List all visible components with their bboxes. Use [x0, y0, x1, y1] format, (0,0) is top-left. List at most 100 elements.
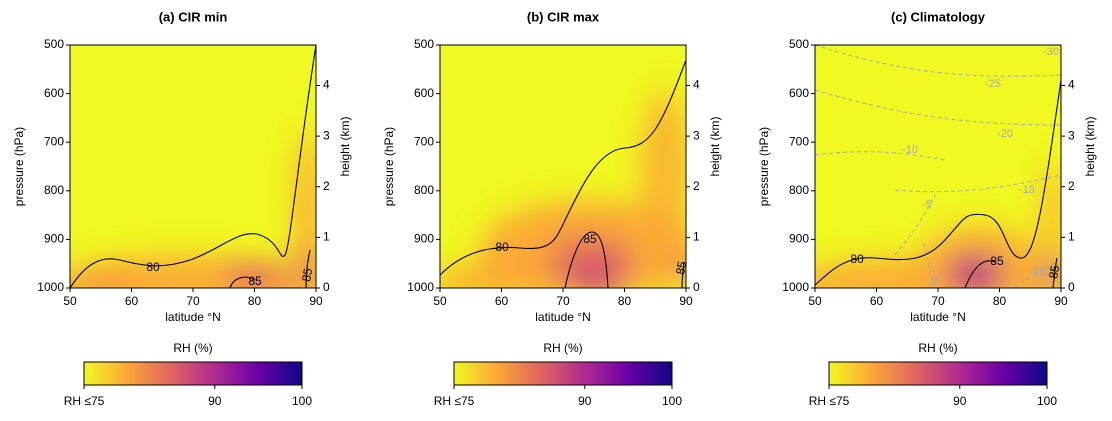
- rh-contour-label: 85: [248, 274, 262, 288]
- y2-axis-label: height (km): [338, 116, 352, 176]
- x-tick-label: 50: [433, 294, 447, 308]
- temperature-contour: [894, 174, 1061, 193]
- x-tick-label: 60: [870, 294, 884, 308]
- y2-tick-label: 4: [1068, 78, 1075, 92]
- temperature-contour-label: -5: [922, 199, 932, 211]
- y2-tick-label: 1: [323, 230, 330, 244]
- rh-contour-label: 80: [146, 260, 160, 274]
- temperature-contour-label: 0: [932, 274, 938, 286]
- y2-tick-label: 0: [1068, 280, 1075, 294]
- y2-tick-label: 4: [693, 78, 700, 92]
- y2-axis-label: height (km): [1083, 116, 1097, 176]
- rh-contour-label: 85: [990, 254, 1004, 268]
- temperature-contour-label: -30: [1043, 46, 1059, 58]
- colorbar-label: RH (%): [173, 341, 212, 355]
- rh-contour: [229, 276, 256, 288]
- temperature-contour: [815, 151, 946, 161]
- field-blob: [70, 271, 140, 288]
- y-axis-label: pressure (hPa): [12, 127, 26, 206]
- colorbar-tick-label: RH ≤75: [434, 394, 475, 408]
- y-tick-label: 800: [44, 183, 64, 197]
- colorbar-tick-label: 100: [292, 394, 312, 408]
- y-tick-label: 600: [414, 86, 434, 100]
- colorbar-tick-label: 90: [208, 394, 222, 408]
- y-axis-label: pressure (hPa): [382, 127, 396, 206]
- panel-title: (a) CIR min: [159, 9, 228, 24]
- y2-tick-label: 2: [323, 179, 330, 193]
- rh-contour-label: 80: [495, 240, 509, 254]
- y-tick-label: 700: [414, 134, 434, 148]
- y2-tick-label: 0: [693, 280, 700, 294]
- x-tick-label: 70: [556, 294, 570, 308]
- field-blob: [440, 262, 570, 288]
- colorbar: [828, 361, 1048, 386]
- field-blob: [225, 264, 285, 288]
- x-tick-label: 70: [931, 294, 945, 308]
- field-blob: [1041, 160, 1061, 288]
- rh-contour-label: 85: [1046, 264, 1062, 280]
- y-tick-label: 900: [789, 232, 809, 246]
- colorbar-label: RH (%): [918, 341, 957, 355]
- y2-tick-label: 1: [693, 230, 700, 244]
- y-tick-label: 900: [44, 232, 64, 246]
- x-axis-label: latitude °N: [165, 310, 221, 324]
- colorbar-tick-label: 100: [662, 394, 682, 408]
- field-background: [70, 45, 316, 288]
- panel-title: (b) CIR max: [527, 9, 600, 24]
- field-blob: [1045, 257, 1061, 288]
- y-tick-label: 500: [789, 37, 809, 51]
- y-tick-label: 700: [44, 134, 64, 148]
- rh-contour-label: 80: [850, 252, 864, 266]
- colorbar-tick-label: RH ≤75: [64, 394, 105, 408]
- y-tick-label: 600: [789, 86, 809, 100]
- x-tick-label: 80: [248, 294, 262, 308]
- rh-contour: [305, 249, 311, 288]
- field-blob: [640, 90, 686, 250]
- x-axis-label: latitude °N: [910, 310, 966, 324]
- colorbar-tick-label: 90: [953, 394, 967, 408]
- temperature-contour-label: -15: [1019, 184, 1035, 196]
- temperature-contour: [815, 45, 1061, 77]
- y-tick-label: 900: [414, 232, 434, 246]
- field-blob: [947, 255, 1003, 288]
- x-tick-label: 90: [1054, 294, 1068, 308]
- temperature-contour-label: -15: [1029, 266, 1045, 278]
- x-tick-label: 90: [309, 294, 323, 308]
- colorbar-tick-label: 100: [1037, 394, 1057, 408]
- rh-contour: [440, 59, 686, 276]
- y-tick-label: 1000: [782, 280, 809, 294]
- colorbar-tick-label: RH ≤75: [809, 394, 850, 408]
- y-tick-label: 600: [44, 86, 64, 100]
- x-tick-label: 60: [495, 294, 509, 308]
- colorbar: [83, 361, 303, 386]
- y-tick-label: 800: [414, 183, 434, 197]
- x-tick-label: 50: [63, 294, 77, 308]
- field-blob: [300, 245, 316, 288]
- y-tick-label: 800: [789, 183, 809, 197]
- y2-axis-label: height (km): [708, 116, 722, 176]
- plot-field: 80 85 85: [440, 45, 686, 288]
- y-tick-label: 500: [44, 37, 64, 51]
- temperature-contour: [815, 89, 1061, 126]
- colorbar-label: RH (%): [543, 341, 582, 355]
- y-tick-label: 1000: [407, 280, 434, 294]
- temperature-contour-label: -10: [902, 144, 918, 156]
- x-tick-label: 50: [808, 294, 822, 308]
- field-blobs: [815, 160, 1061, 288]
- rh-contour: [681, 261, 685, 288]
- plot-field: 80 85 85: [70, 45, 316, 288]
- rh-contour: [70, 45, 316, 288]
- rh-contour-label: 85: [583, 232, 597, 246]
- field-blob: [674, 250, 686, 288]
- x-tick-label: 80: [993, 294, 1007, 308]
- field-blobs: [440, 90, 686, 288]
- y2-tick-label: 1: [1068, 230, 1075, 244]
- y2-tick-label: 4: [323, 78, 330, 92]
- y2-tick-label: 2: [1068, 179, 1075, 193]
- y-tick-label: 1000: [37, 280, 64, 294]
- y2-tick-label: 2: [693, 179, 700, 193]
- colorbar: [453, 361, 673, 386]
- temperature-contour-label: -25: [985, 78, 1001, 90]
- y-tick-label: 700: [789, 134, 809, 148]
